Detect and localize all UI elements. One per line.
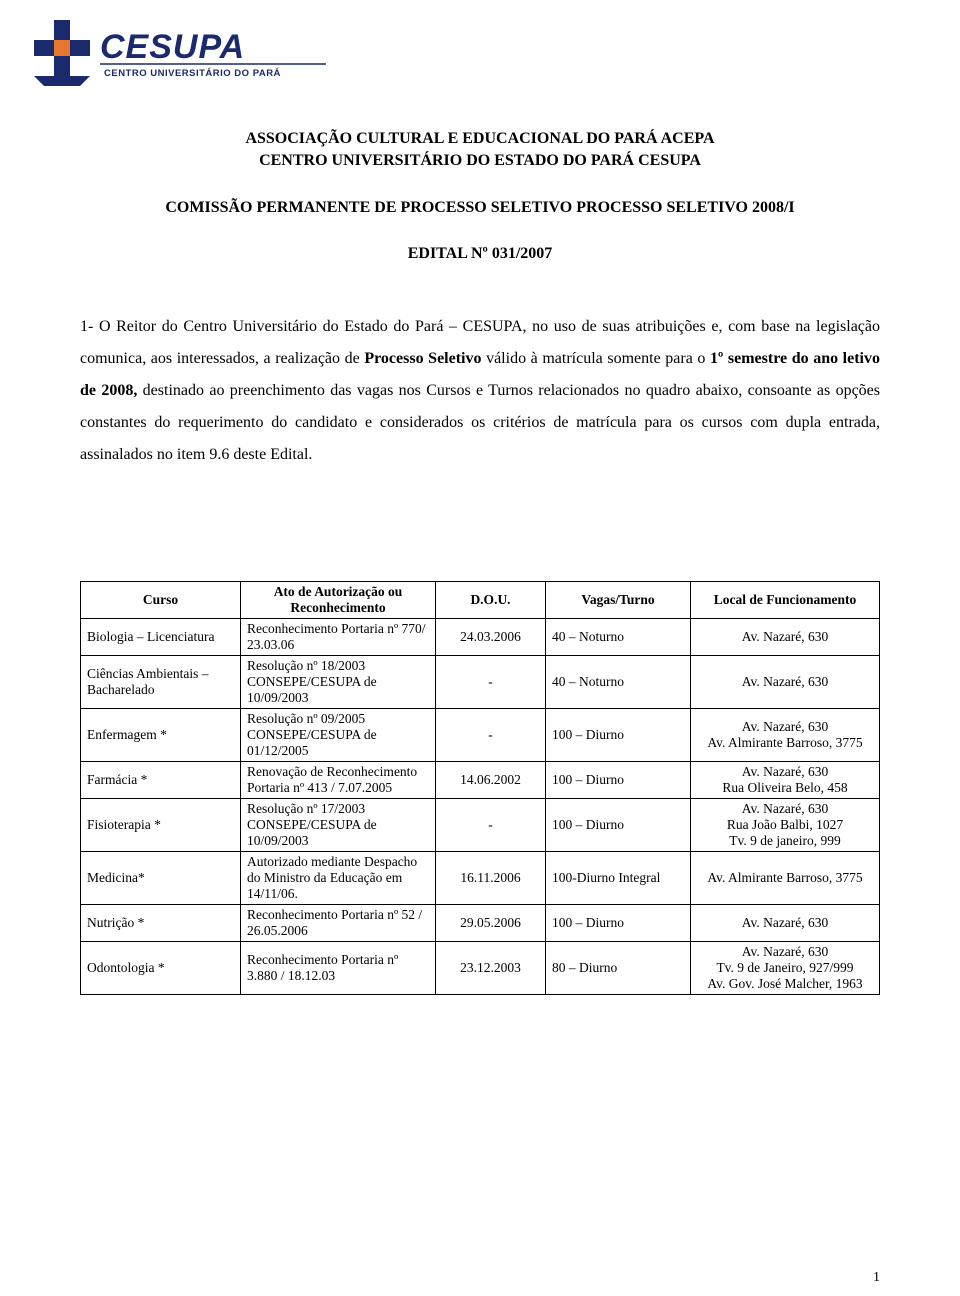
cell-local: Av. Nazaré, 630Av. Almirante Barroso, 37…: [691, 708, 880, 761]
table-row: Farmácia *Renovação de Reconhecimento Po…: [81, 761, 880, 798]
cell-ato: Resolução nº 18/2003 CONSEPE/CESUPA de 1…: [241, 655, 436, 708]
page-number: 1: [873, 1270, 880, 1286]
table-row: Biologia – LicenciaturaReconhecimento Po…: [81, 618, 880, 655]
cell-vagas: 100 – Diurno: [546, 904, 691, 941]
col-header-vagas: Vagas/Turno: [546, 581, 691, 618]
logo-sub-text: CENTRO UNIVERSITÁRIO DO PARÁ: [104, 68, 281, 79]
cell-dou: -: [436, 798, 546, 851]
cell-local: Av. Nazaré, 630Rua Oliveira Belo, 458: [691, 761, 880, 798]
header-line-2: CENTRO UNIVERSITÁRIO DO ESTADO DO PARÁ C…: [80, 150, 880, 172]
table-header-row: Curso Ato de Autorização ou Reconhecimen…: [81, 581, 880, 618]
cell-dou: -: [436, 708, 546, 761]
subheader-line-1: COMISSÃO PERMANENTE DE PROCESSO SELETIVO: [165, 199, 572, 216]
table-body: Biologia – LicenciaturaReconhecimento Po…: [81, 618, 880, 994]
table-row: Fisioterapia *Resolução nº 17/2003 CONSE…: [81, 798, 880, 851]
cell-curso: Biologia – Licenciatura: [81, 618, 241, 655]
cell-ato: Autorizado mediante Despacho do Ministro…: [241, 851, 436, 904]
cell-local: Av. Nazaré, 630: [691, 655, 880, 708]
cell-ato: Resolução nº 17/2003 CONSEPE/CESUPA de 1…: [241, 798, 436, 851]
cell-local: Av. Nazaré, 630: [691, 618, 880, 655]
body-suffix: destinado ao preenchimento das vagas nos…: [80, 382, 880, 463]
logo-svg: CESUPA CENTRO UNIVERSITÁRIO DO PARÁ: [30, 18, 330, 96]
table-row: Ciências Ambientais – BachareladoResoluç…: [81, 655, 880, 708]
cell-dou: 23.12.2003: [436, 941, 546, 994]
body-paragraph: 1- O Reitor do Centro Universitário do E…: [80, 311, 880, 471]
cell-local: Av. Nazaré, 630Rua João Balbi, 1027Tv. 9…: [691, 798, 880, 851]
cell-ato: Renovação de Reconhecimento Portaria nº …: [241, 761, 436, 798]
logo: CESUPA CENTRO UNIVERSITÁRIO DO PARÁ: [30, 18, 330, 98]
courses-table: Curso Ato de Autorização ou Reconhecimen…: [80, 581, 880, 995]
body-mid-1: válido à matrícula somente para o: [481, 350, 710, 367]
cell-vagas: 100 – Diurno: [546, 761, 691, 798]
document-subheader: COMISSÃO PERMANENTE DE PROCESSO SELETIVO…: [80, 197, 880, 219]
cell-vagas: 80 – Diurno: [546, 941, 691, 994]
cell-ato: Resolução nº 09/2005 CONSEPE/CESUPA de 0…: [241, 708, 436, 761]
cell-curso: Nutrição *: [81, 904, 241, 941]
logo-main-text: CESUPA: [100, 28, 245, 66]
cell-ato: Reconhecimento Portaria nº 52 / 26.05.20…: [241, 904, 436, 941]
table-row: Nutrição *Reconhecimento Portaria nº 52 …: [81, 904, 880, 941]
col-header-local: Local de Funcionamento: [691, 581, 880, 618]
cell-vagas: 100 – Diurno: [546, 708, 691, 761]
edital-number: EDITAL Nº 031/2007: [80, 245, 880, 263]
cell-dou: 29.05.2006: [436, 904, 546, 941]
cell-dou: -: [436, 655, 546, 708]
document-header: ASSOCIAÇÃO CULTURAL E EDUCACIONAL DO PAR…: [80, 128, 880, 171]
subheader-line-2: PROCESSO SELETIVO 2008/I: [576, 199, 794, 216]
header-line-1: ASSOCIAÇÃO CULTURAL E EDUCACIONAL DO PAR…: [80, 128, 880, 150]
col-header-curso: Curso: [81, 581, 241, 618]
cell-local: Av. Nazaré, 630Tv. 9 de Janeiro, 927/999…: [691, 941, 880, 994]
table-row: Medicina*Autorizado mediante Despacho do…: [81, 851, 880, 904]
cell-curso: Odontologia *: [81, 941, 241, 994]
cell-vagas: 100 – Diurno: [546, 798, 691, 851]
cell-vagas: 40 – Noturno: [546, 618, 691, 655]
cell-dou: 16.11.2006: [436, 851, 546, 904]
col-header-dou: D.O.U.: [436, 581, 546, 618]
cell-ato: Reconhecimento Portaria nº 770/ 23.03.06: [241, 618, 436, 655]
cell-curso: Medicina*: [81, 851, 241, 904]
cell-vagas: 40 – Noturno: [546, 655, 691, 708]
cell-dou: 24.03.2006: [436, 618, 546, 655]
cell-curso: Farmácia *: [81, 761, 241, 798]
cell-vagas: 100-Diurno Integral: [546, 851, 691, 904]
cell-local: Av. Almirante Barroso, 3775: [691, 851, 880, 904]
cell-curso: Ciências Ambientais – Bacharelado: [81, 655, 241, 708]
body-bold-1: Processo Seletivo: [364, 350, 481, 367]
cell-curso: Fisioterapia *: [81, 798, 241, 851]
table-row: Enfermagem *Resolução nº 09/2005 CONSEPE…: [81, 708, 880, 761]
cell-curso: Enfermagem *: [81, 708, 241, 761]
col-header-ato: Ato de Autorização ou Reconhecimento: [241, 581, 436, 618]
table-row: Odontologia *Reconhecimento Portaria nº …: [81, 941, 880, 994]
cell-local: Av. Nazaré, 630: [691, 904, 880, 941]
cell-ato: Reconhecimento Portaria nº 3.880 / 18.12…: [241, 941, 436, 994]
cell-dou: 14.06.2002: [436, 761, 546, 798]
